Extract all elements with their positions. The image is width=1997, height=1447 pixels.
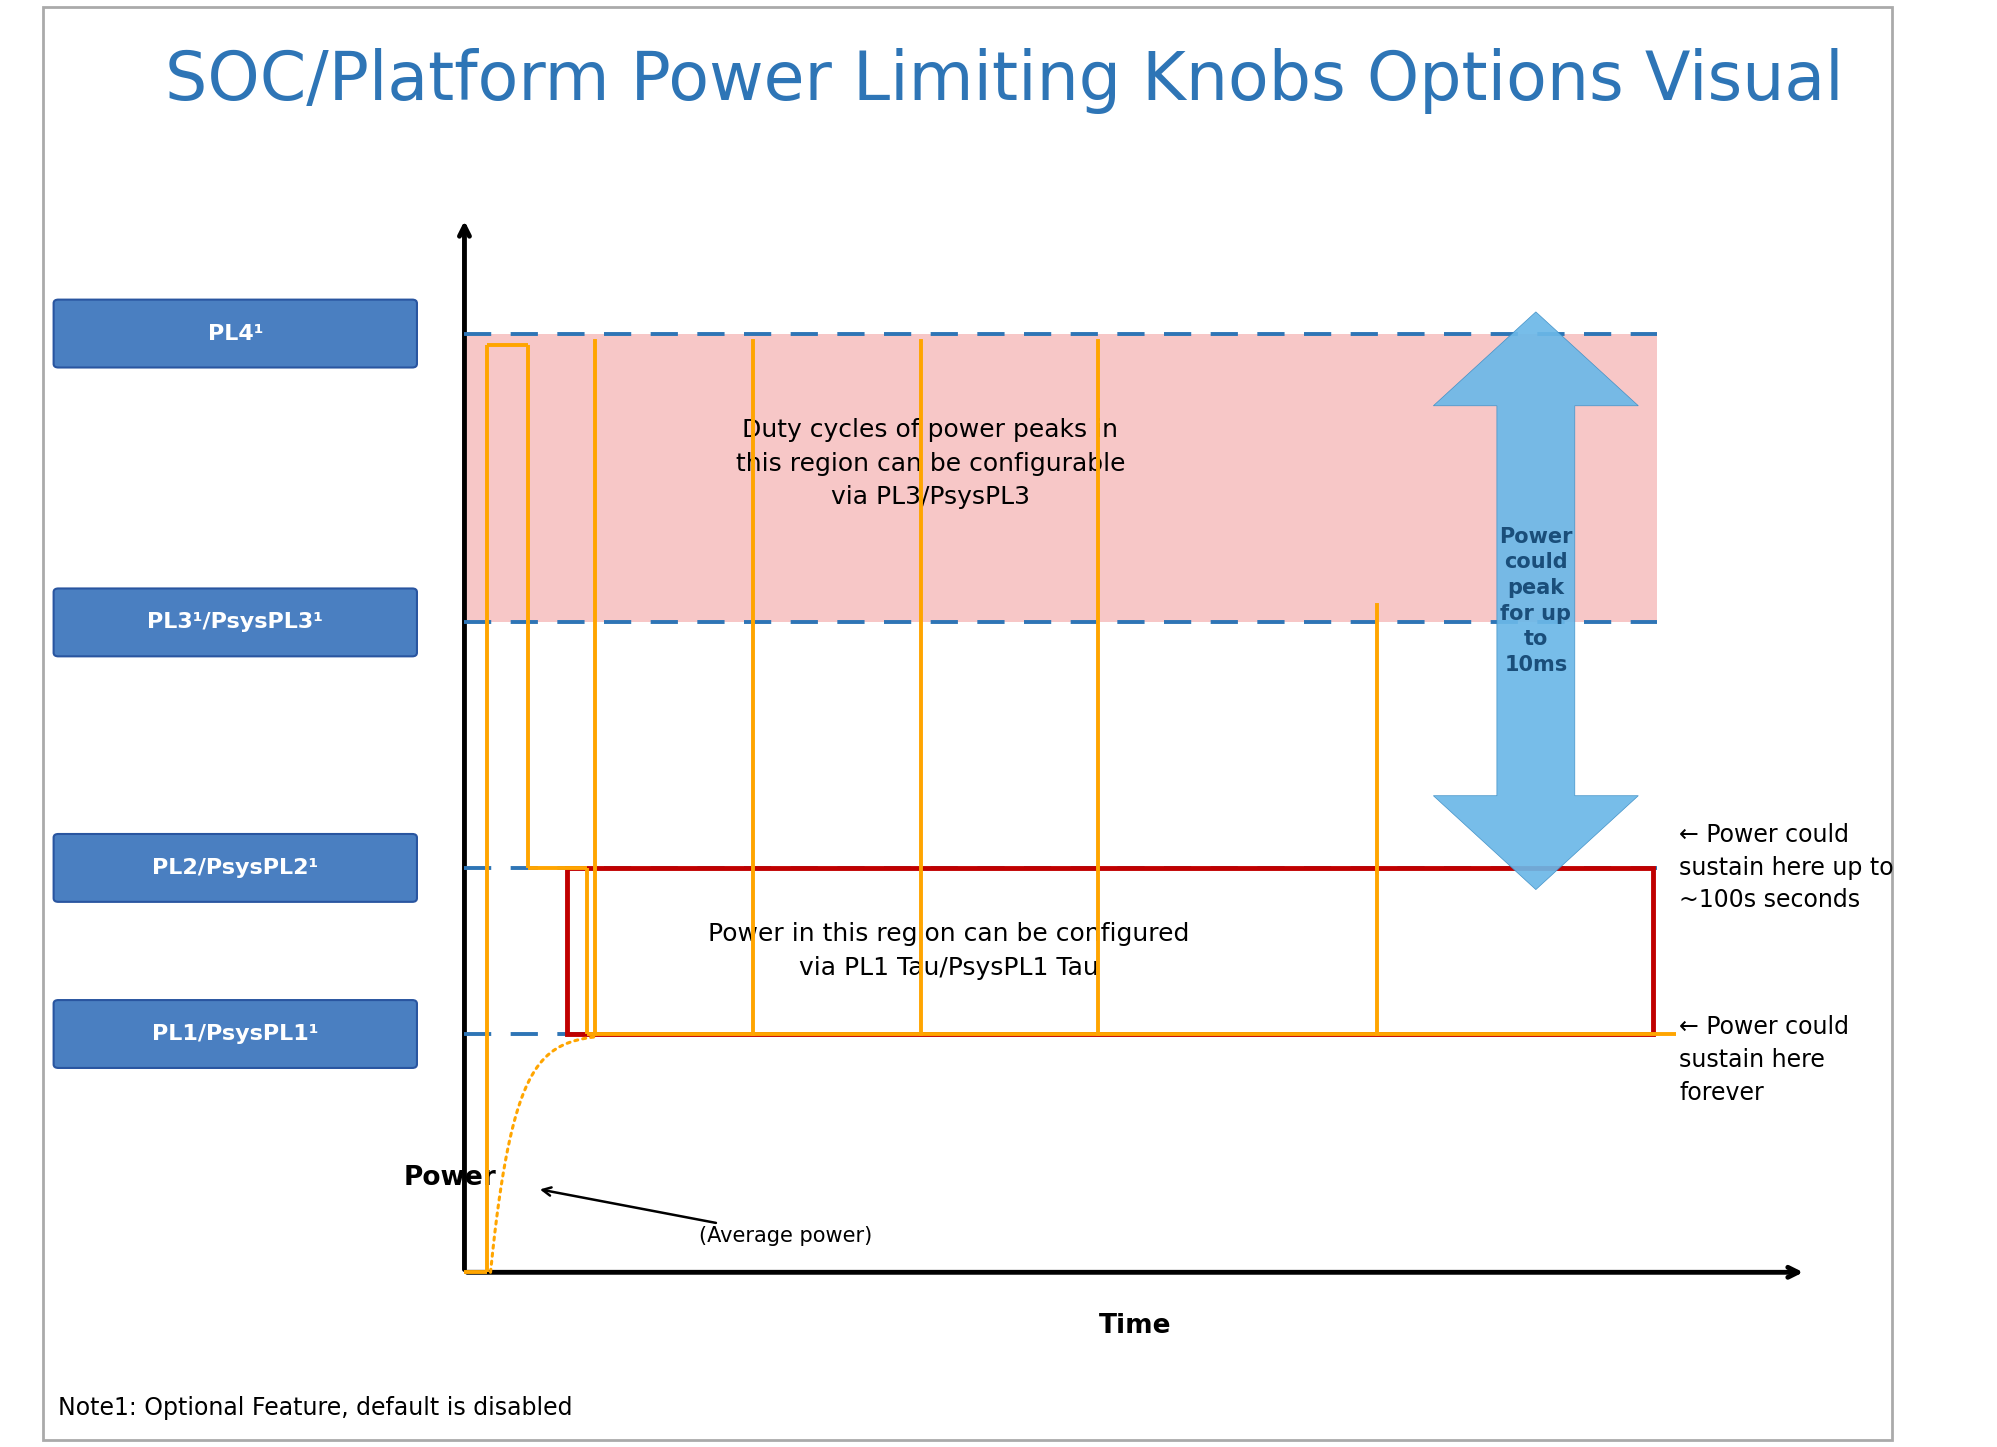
FancyBboxPatch shape <box>54 589 417 657</box>
Text: Power
could
peak
for up
to
10ms: Power could peak for up to 10ms <box>1500 527 1572 674</box>
FancyBboxPatch shape <box>54 833 417 901</box>
Text: Duty cycles of power peaks in
this region can be configurable
via PL3/PsysPL3: Duty cycles of power peaks in this regio… <box>735 418 1124 509</box>
Text: ← Power could
sustain here
forever: ← Power could sustain here forever <box>1679 1016 1849 1104</box>
Text: PL3¹/PsysPL3¹: PL3¹/PsysPL3¹ <box>148 612 324 632</box>
Polygon shape <box>1434 313 1638 890</box>
Text: PL2/PsysPL2¹: PL2/PsysPL2¹ <box>152 858 318 878</box>
Bar <box>567 868 1654 1035</box>
Text: (Average power): (Average power) <box>543 1188 873 1246</box>
Text: Power: Power <box>403 1165 495 1191</box>
Text: Power in this region can be configured
via PL1 Tau/PsysPL1 Tau: Power in this region can be configured v… <box>709 922 1190 980</box>
FancyBboxPatch shape <box>54 1000 417 1068</box>
Text: ← Power could
sustain here up to
~100s seconds: ← Power could sustain here up to ~100s s… <box>1679 823 1893 913</box>
Text: PL4¹: PL4¹ <box>208 324 264 343</box>
Text: SOC/Platform Power Limiting Knobs Options Visual: SOC/Platform Power Limiting Knobs Option… <box>166 48 1843 114</box>
Text: PL1/PsysPL1¹: PL1/PsysPL1¹ <box>152 1024 320 1043</box>
Text: Time: Time <box>1098 1312 1172 1338</box>
Bar <box>465 334 1658 622</box>
FancyBboxPatch shape <box>54 300 417 368</box>
Text: Note1: Optional Feature, default is disabled: Note1: Optional Feature, default is disa… <box>58 1395 573 1420</box>
